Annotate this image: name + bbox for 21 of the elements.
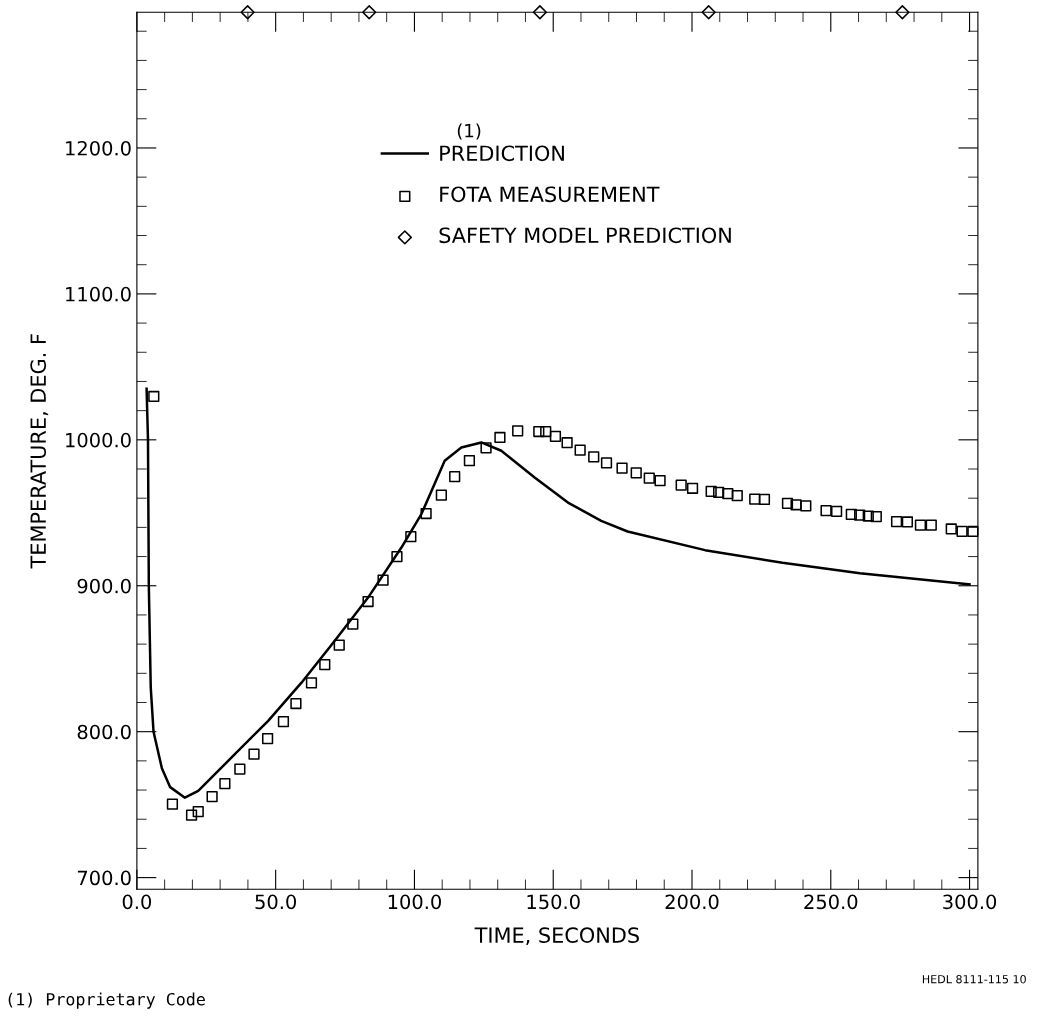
y-tick-label: 1200.0 — [66, 140, 131, 156]
x-tick-label: 150.0 — [527, 894, 580, 910]
x-tick-label: 300.0 — [943, 894, 997, 910]
x-tick-label: 250.0 — [804, 894, 858, 910]
legend-label: FOTA MEASUREMENT — [440, 186, 660, 203]
legend-label: SAFETY MODEL PREDICTION — [439, 227, 731, 244]
y-tick-label: 700.0 — [77, 870, 131, 886]
x-axis-title: TIME, SECONDS — [474, 927, 639, 946]
text: HEDL 8111-115 10 — [922, 974, 1026, 984]
y-tick-label: 900.0 — [77, 578, 131, 594]
text: (1) Proprietary Code — [8, 992, 205, 1009]
x-tick-label: 0.0 — [122, 894, 152, 910]
y-tick-label: 1000.0 — [66, 432, 131, 448]
y-tick-label: 1100.0 — [66, 286, 131, 302]
y-axis-title: TEMPERATURE, DEG. F — [30, 334, 49, 569]
annotation: (1) — [457, 123, 481, 140]
y-tick-label: 800.0 — [77, 724, 131, 740]
x-tick-label: 100.0 — [388, 894, 441, 910]
x-tick-label: 200.0 — [665, 894, 719, 910]
x-tick-label: 50.0 — [255, 894, 297, 910]
legend-label: PREDICTION — [440, 145, 564, 162]
